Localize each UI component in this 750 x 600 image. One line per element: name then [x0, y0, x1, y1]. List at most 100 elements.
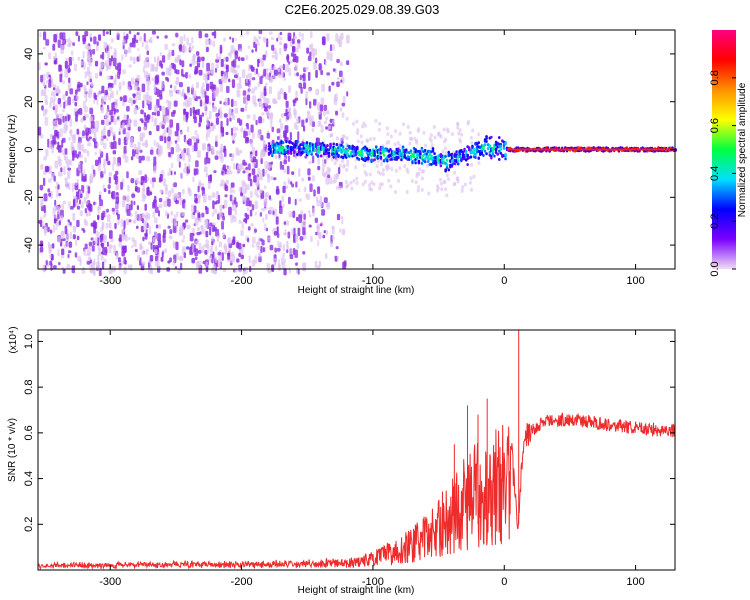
spectrogram-cell — [444, 151, 448, 156]
spectrogram-cell — [242, 159, 246, 166]
spectrogram-cell — [98, 194, 102, 201]
spectrogram-cell — [191, 84, 194, 91]
spectrogram-cell — [293, 227, 296, 236]
spectrogram-cell — [176, 211, 179, 218]
spectrogram-cell — [205, 152, 209, 159]
spectrogram-cell — [176, 122, 180, 132]
spectrogram-cell — [162, 112, 165, 119]
spectrogram-cell — [114, 73, 117, 82]
ridge-cell — [499, 144, 502, 148]
spectrogram-cell — [121, 229, 124, 238]
spectrogram-cell — [284, 137, 289, 141]
spectrogram-cell — [130, 77, 135, 85]
spectrogram-cell — [422, 169, 425, 174]
spectrogram-cell — [327, 174, 331, 178]
spectrogram-cell — [125, 131, 130, 141]
spectrogram-cell — [171, 162, 174, 169]
spectrogram-cell — [283, 159, 287, 165]
spectrogram-cell — [89, 268, 94, 274]
spectrogram-cell — [294, 72, 297, 77]
spectrogram-cell — [251, 49, 254, 53]
spectrogram-cell — [94, 141, 98, 149]
spectrogram-cell — [260, 134, 264, 141]
spectrogram-cell — [336, 213, 341, 221]
spectrogram-cell — [118, 265, 121, 271]
ridge-cell — [416, 156, 419, 160]
spectrogram-cell — [249, 154, 253, 162]
spectrogram-cell — [242, 195, 246, 203]
spectrogram-cell — [197, 193, 201, 199]
spectrogram-cell — [137, 254, 141, 261]
spectrogram-cell — [345, 116, 349, 121]
spectrogram-cell — [204, 75, 208, 84]
spectrogram-cell — [271, 264, 275, 272]
spectrogram-cell — [84, 71, 88, 79]
spectrogram-cell — [260, 245, 263, 253]
spectrogram-cell — [275, 216, 279, 225]
spectrogram-cell — [321, 166, 325, 171]
spectrogram-cell — [115, 186, 120, 191]
spectrogram-cell — [44, 116, 49, 126]
spectrogram-cell — [108, 265, 113, 274]
spectrogram-cell — [274, 154, 278, 160]
spectrogram-cell — [328, 85, 331, 92]
spectrogram-cell — [62, 115, 65, 123]
spectrogram-cell — [135, 39, 139, 44]
spectrogram-cell — [216, 235, 219, 242]
spectrogram-cell — [196, 226, 200, 232]
spectrogram-cell — [136, 32, 140, 36]
spectrogram-cell — [83, 88, 87, 93]
spectrogram-cell — [379, 162, 383, 167]
snr-series-line — [37, 412, 676, 571]
spectrogram-cell — [339, 137, 343, 142]
spectrogram-cell — [460, 132, 463, 137]
spectrogram-cell — [458, 137, 462, 142]
spectrogram-cell — [173, 182, 177, 188]
spectrogram-cell — [147, 61, 150, 68]
spectrogram-cell — [261, 118, 265, 123]
spectrogram-cell — [148, 80, 151, 86]
spectrogram-cell — [153, 117, 158, 127]
spectrogram-cell — [240, 57, 245, 61]
spectrogram-cell — [437, 131, 441, 136]
spectrogram-cell — [95, 120, 100, 130]
spectrogram-cell — [216, 117, 219, 125]
spectrogram-cell — [305, 118, 308, 123]
spectrogram-cell — [103, 258, 107, 263]
spectrogram-cell — [321, 209, 326, 216]
spectrogram-cell — [102, 128, 106, 136]
spectrogram-cell — [188, 74, 192, 79]
spectrogram-cell — [76, 84, 81, 92]
spectrogram-cell — [72, 42, 75, 46]
spectrogram-cell — [142, 182, 146, 192]
spectrogram-cell — [154, 206, 159, 213]
spectrogram-cell — [133, 144, 137, 152]
spectrogram-cell — [79, 193, 83, 199]
spectrogram-cell — [157, 259, 160, 268]
spectrogram-cell — [283, 268, 287, 276]
spectrogram-cell — [340, 61, 343, 67]
spectrogram-cell — [98, 156, 101, 165]
spectrogram-x-tick-label: 100 — [626, 275, 644, 287]
spectrogram-cell — [162, 106, 166, 113]
spectrogram-cell — [369, 137, 372, 142]
spectrogram-cell — [181, 149, 184, 158]
spectrogram-cell — [339, 107, 343, 112]
spectrogram-cell — [428, 136, 432, 141]
spectrogram-cell — [76, 202, 80, 206]
spectrogram-cell — [269, 164, 273, 168]
spectrogram-cell — [170, 147, 174, 155]
spectrogram-cell — [341, 159, 344, 164]
spectrogram-cell — [298, 42, 301, 49]
spectrogram-cell — [84, 208, 87, 214]
spectrogram-cell — [69, 118, 73, 127]
colorbar-gradient — [712, 30, 736, 269]
spectrogram-cell — [176, 154, 180, 162]
spectrogram-cell — [138, 170, 143, 175]
spectrogram-cell — [355, 176, 359, 181]
spectrogram-cell — [245, 169, 249, 174]
spectrogram-cell — [306, 193, 310, 201]
spectrogram-cell — [197, 108, 200, 116]
spectrogram-cell — [77, 56, 80, 61]
spectrogram-cell — [251, 244, 255, 248]
